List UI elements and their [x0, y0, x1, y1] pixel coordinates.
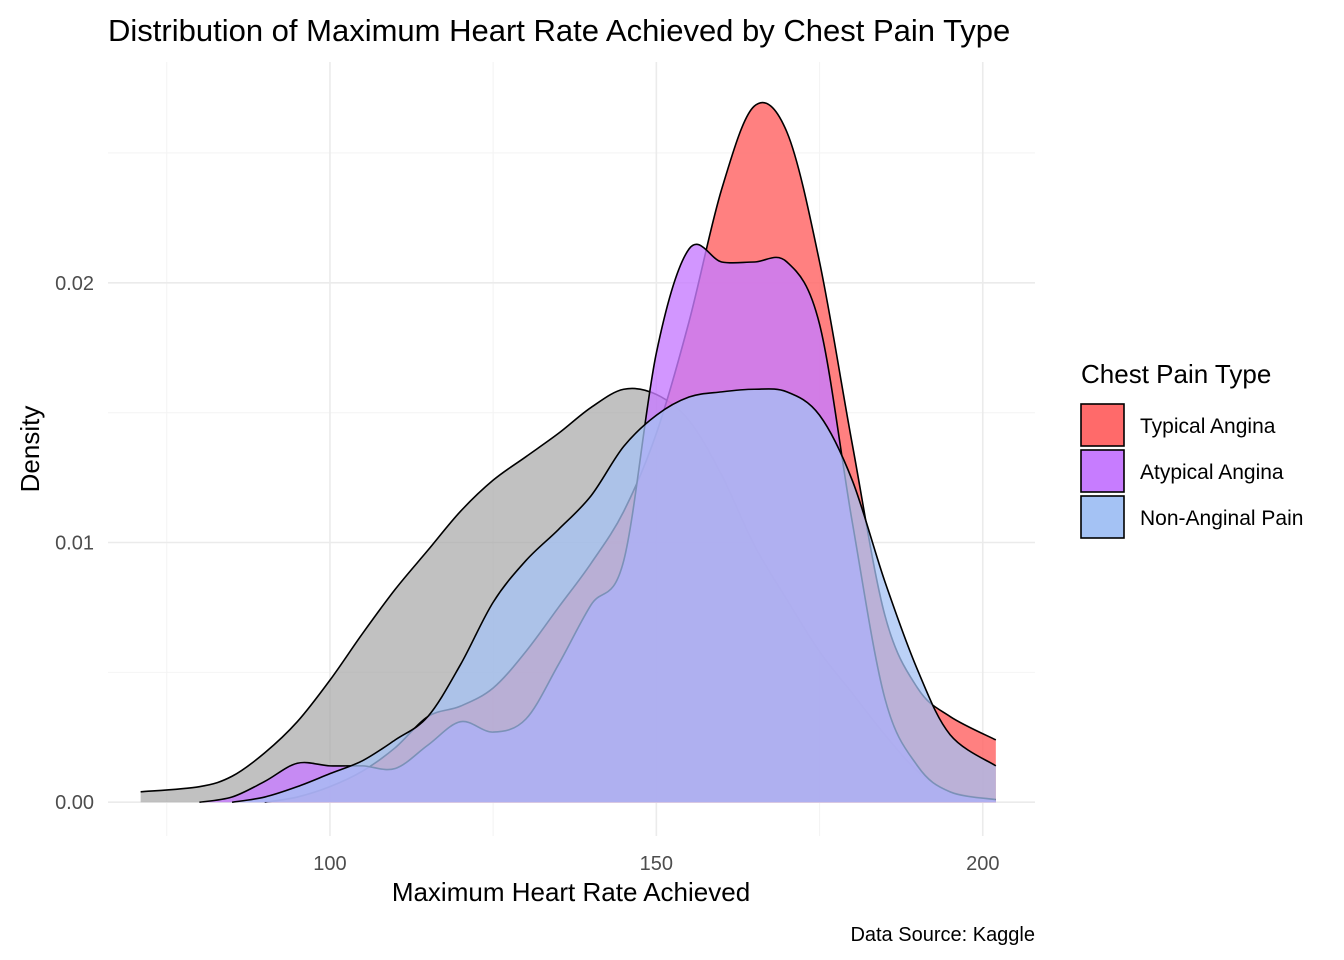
x-axis-title: Maximum Heart Rate Achieved — [392, 877, 750, 907]
y-tick-label: 0.01 — [55, 533, 94, 555]
y-axis-title: Density — [15, 406, 45, 493]
density-area-non-anginal-pain — [232, 388, 996, 803]
x-axis-ticks: 100 150 200 — [313, 853, 999, 875]
legend-swatch — [1080, 449, 1125, 493]
density-outline-non-anginal-pain — [231, 388, 997, 804]
y-tick-label: 0.00 — [55, 792, 94, 814]
legend-label: Non-Anginal Pain — [1140, 507, 1303, 530]
caption: Data Source: Kaggle — [850, 924, 1035, 946]
plot-panel — [108, 62, 1035, 836]
x-tick-label: 150 — [640, 853, 673, 875]
legend-swatch — [1080, 495, 1125, 539]
legend-title: Chest Pain Type — [1081, 359, 1271, 389]
density-areas — [140, 101, 997, 804]
y-tick-label: 0.02 — [55, 273, 94, 295]
x-tick-label: 200 — [966, 853, 999, 875]
x-tick-label: 100 — [313, 853, 346, 875]
legend-items: Typical Angina Atypical Angina Non-Anginal… — [1080, 403, 1303, 539]
y-axis-ticks: 0.00 0.01 0.02 — [55, 273, 94, 814]
legend-label: Typical Angina — [1140, 415, 1276, 438]
legend-swatch — [1080, 403, 1125, 447]
legend-label: Atypical Angina — [1140, 461, 1284, 484]
chart-title: Distribution of Maximum Heart Rate Achie… — [108, 13, 1010, 48]
legend: Chest Pain Type Typical Angina Atypical A… — [1080, 359, 1303, 539]
